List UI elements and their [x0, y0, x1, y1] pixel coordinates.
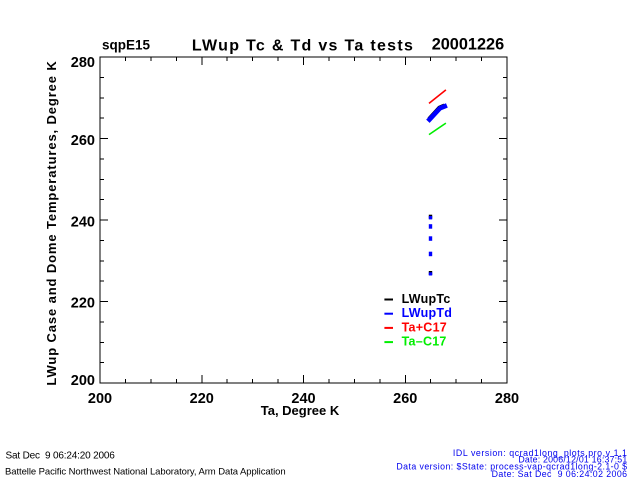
svg-text:200: 200	[88, 391, 112, 407]
svg-text:240: 240	[71, 214, 95, 230]
svg-text:260: 260	[71, 133, 95, 149]
svg-text:sqpE15: sqpE15	[102, 38, 151, 53]
svg-text:Battelle Pacific Northwest Nat: Battelle Pacific Northwest National Labo…	[5, 467, 286, 478]
svg-text:240: 240	[291, 391, 315, 407]
svg-text:220: 220	[190, 391, 214, 407]
svg-text:Ta, Degree K: Ta, Degree K	[261, 403, 340, 418]
svg-text:220: 220	[71, 296, 95, 312]
svg-text:LWupTc: LWupTc	[402, 292, 451, 306]
svg-text:LWup Case and Dome Temperature: LWup Case and Dome Temperatures, Degree …	[44, 60, 59, 385]
svg-text:Ta+C17: Ta+C17	[402, 320, 447, 334]
svg-text:Date: 2006/12/01 16:37:51: Date: 2006/12/01 16:37:51	[518, 455, 627, 465]
svg-text:260: 260	[393, 391, 417, 407]
svg-text:280: 280	[495, 391, 519, 407]
svg-text:Date: Sat Dec 9 06:24:02 2006: Date: Sat Dec 9 06:24:02 2006	[492, 469, 628, 479]
svg-text:280: 280	[71, 55, 95, 71]
svg-text:LWupTd: LWupTd	[402, 306, 453, 320]
svg-text:Sat Dec 9 06:24:20 2006: Sat Dec 9 06:24:20 2006	[6, 451, 116, 462]
svg-text:Ta–C17: Ta–C17	[402, 335, 447, 349]
svg-text:IDL version: qcrad1long_plots.: IDL version: qcrad1long_plots.pro,v 1.1	[453, 448, 628, 458]
svg-text:20001226: 20001226	[432, 35, 504, 53]
svg-text:LWup Tc & Td vs Ta tests: LWup Tc & Td vs Ta tests	[192, 38, 414, 55]
svg-text:200: 200	[71, 373, 95, 389]
svg-text:Data version: $State: process-: Data version: $State: process-vap-qcrad1…	[396, 461, 627, 471]
